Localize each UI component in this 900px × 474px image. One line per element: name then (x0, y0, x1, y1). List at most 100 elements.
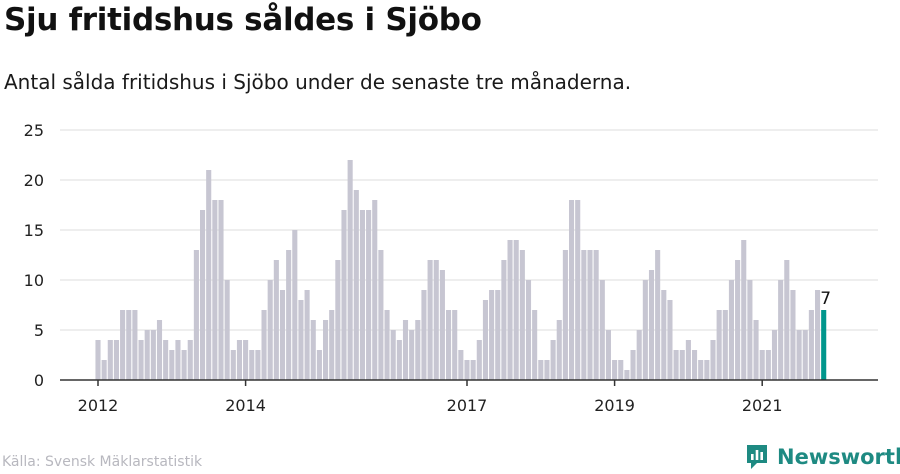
bar (630, 350, 636, 380)
bar (765, 350, 771, 380)
bar (218, 200, 224, 380)
bar (200, 210, 206, 380)
bar (138, 340, 144, 380)
bar (575, 200, 581, 380)
bar (193, 250, 199, 380)
bar (685, 340, 691, 380)
bar (372, 200, 378, 380)
bar (366, 210, 372, 380)
bar (489, 290, 495, 380)
bar (550, 340, 556, 380)
bar (206, 170, 212, 380)
bar (501, 260, 507, 380)
bar (495, 290, 501, 380)
y-axis-tick-labels: 0 5 10 15 20 25 (24, 121, 44, 390)
bar (132, 310, 138, 380)
bar (796, 330, 802, 380)
bar (212, 200, 218, 380)
bar (402, 320, 409, 380)
bar (224, 280, 230, 380)
bar (335, 260, 341, 380)
bar (95, 340, 101, 380)
bar (107, 340, 113, 380)
x-tick-label: 2021 (742, 396, 783, 415)
bar (126, 310, 132, 380)
bar (341, 210, 347, 380)
bar (581, 250, 587, 380)
bar (458, 350, 464, 380)
chart-subtitle: Antal sålda fritidshus i Sjöbo under de … (4, 70, 632, 94)
bar (316, 350, 322, 380)
bar (347, 160, 353, 380)
bar (236, 340, 242, 380)
bar (409, 330, 415, 380)
bar (544, 360, 550, 380)
bar (735, 260, 741, 380)
bar (273, 260, 279, 380)
brand-name: Newsworthy (777, 445, 900, 469)
bar (618, 360, 624, 380)
bar (538, 360, 544, 380)
bar (642, 280, 648, 380)
bar (525, 280, 532, 380)
bar (759, 350, 765, 380)
x-tick-label: 2012 (78, 396, 119, 415)
bar (587, 250, 593, 380)
bar (249, 350, 255, 380)
bars (95, 160, 827, 380)
bar (187, 340, 193, 380)
bar (532, 310, 538, 380)
last-value-label: 7 (820, 289, 831, 309)
y-tick-label: 0 (34, 371, 44, 390)
gridlines (60, 129, 878, 331)
bar (784, 260, 790, 380)
bar (624, 370, 630, 380)
x-tick-label: 2019 (594, 396, 635, 415)
bar (144, 330, 150, 380)
bar (778, 280, 784, 380)
bar (728, 280, 734, 380)
bar (329, 310, 335, 380)
bar (464, 360, 470, 380)
bar (569, 200, 575, 380)
bar (261, 310, 267, 380)
bar (439, 270, 445, 380)
bar (519, 250, 525, 380)
y-tick-label: 20 (24, 171, 44, 190)
source-note: Källa: Svensk Mäklarstatistik (2, 454, 203, 470)
bar (710, 340, 716, 380)
x-axis-ticks: 2012 2014 2017 2019 2021 (78, 380, 783, 415)
bar (452, 310, 458, 380)
bar (593, 250, 599, 380)
bar (753, 320, 759, 380)
bar (120, 310, 126, 380)
bar (230, 350, 236, 380)
bar (286, 250, 292, 380)
bar (243, 340, 249, 380)
brand-logo[interactable]: Newsworthy (745, 442, 900, 472)
bar (415, 320, 421, 380)
bar-chart: 0 5 10 15 20 25 2012 2014 2017 2019 2021 7 (24, 121, 878, 415)
bar (101, 360, 107, 380)
bar (421, 290, 427, 380)
bar (163, 340, 169, 380)
bar (692, 350, 698, 380)
bar (113, 340, 119, 380)
bar (790, 290, 796, 380)
bar (802, 330, 808, 380)
bar (482, 300, 488, 380)
bar (323, 320, 329, 380)
bar (815, 290, 821, 380)
x-tick-label: 2014 (225, 396, 266, 415)
bar (771, 330, 778, 380)
bar (667, 300, 673, 380)
chart-title: Sju fritidshus såldes i Sjöbo (4, 2, 482, 38)
y-tick-label: 10 (24, 271, 44, 290)
bar (396, 340, 402, 380)
bar (156, 320, 163, 380)
bar (150, 330, 156, 380)
bar (169, 350, 175, 380)
bar (476, 340, 482, 380)
y-tick-label: 15 (24, 221, 44, 240)
bar (599, 280, 605, 380)
